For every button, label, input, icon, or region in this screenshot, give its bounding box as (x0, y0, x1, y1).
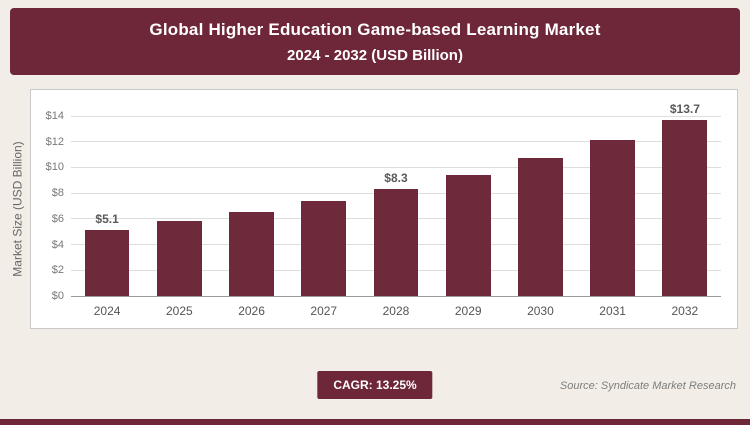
gridline (71, 141, 721, 143)
bar-column-2031 (577, 116, 649, 296)
y-tick-label: $10 (45, 161, 64, 174)
bar-2029 (445, 175, 491, 296)
x-tick-label-2032: 2032 (671, 304, 699, 318)
bar-2030 (518, 158, 563, 296)
x-tick-label-2028: 2028 (382, 304, 410, 318)
bar-2031 (590, 140, 636, 296)
y-tick-label: $4 (51, 238, 64, 251)
bar-2025 (156, 221, 202, 296)
bar-value-label: $5.1 (95, 212, 119, 227)
bar-value-label: $8.3 (384, 171, 408, 186)
chart-subtitle: 2024 - 2032 (USD Billion) (287, 47, 463, 64)
bar-column-2025 (143, 116, 215, 296)
bar-value-label: $13.7 (669, 101, 700, 116)
y-tick-label: $6 (51, 212, 64, 225)
cagr-badge: CAGR: 13.25% (317, 371, 433, 399)
bars-container: $5.1 $8.3 $13.7 (71, 102, 721, 296)
y-tick-label: $8 (51, 187, 64, 200)
x-tick-label-2026: 2026 (238, 304, 265, 318)
x-tick-label-2024: 2024 (93, 304, 121, 318)
bar-column-2027 (288, 116, 360, 296)
bar-column-2024: $5.1 (71, 116, 143, 296)
bar-2024 (84, 230, 130, 296)
chart-header: Global Higher Education Game-based Learn… (10, 8, 740, 75)
plot-panel: $0 $2 $4 $6 $8 $10 $12 $14 $5.1 $8.3 $13.7 2024 20… (30, 89, 738, 329)
source-credit: Source: Syndicate Market Research (559, 380, 736, 392)
x-tick-label-2030: 2030 (527, 304, 554, 318)
bar-2026 (229, 212, 274, 296)
x-tick-label-2025: 2025 (165, 304, 193, 318)
bar-column-2029 (432, 116, 504, 296)
y-tick-label: $14 (45, 110, 64, 122)
bar-column-2030 (504, 116, 576, 296)
bar-column-2032: $13.7 (649, 102, 721, 296)
gridline (71, 295, 721, 297)
y-axis-title: Market Size (USD Billion) (6, 89, 30, 329)
y-axis-title-text: Market Size (USD Billion) (11, 141, 25, 277)
y-tick-label: $12 (45, 135, 64, 148)
plot-area: $5.1 $8.3 $13.7 (71, 102, 721, 297)
y-axis-ticks: $0 $2 $4 $6 $8 $10 $12 $14 (37, 110, 71, 302)
bar-2027 (301, 200, 347, 296)
x-axis-labels: 2024 2025 2026 2027 2028 2029 2030 2031 2032 (71, 304, 721, 318)
bar-2032 (662, 119, 708, 296)
bottom-accent-strip (0, 419, 750, 425)
x-tick-label-2029: 2029 (454, 304, 482, 318)
y-tick-label: $0 (51, 290, 64, 302)
x-tick-label-2031: 2031 (599, 304, 626, 318)
gridline (71, 115, 721, 117)
chart-title: Global Higher Education Game-based Learn… (149, 20, 601, 39)
bar-column-2028: $8.3 (360, 116, 432, 296)
gridline (71, 166, 721, 168)
footer: CAGR: 13.25% Source: Syndicate Market Re… (0, 371, 750, 401)
chart-area: Market Size (USD Billion) $0 $2 $4 $6 $8 $10 $… (6, 89, 738, 329)
y-tick-label: $2 (51, 264, 64, 277)
bar-2028 (373, 189, 419, 296)
bar-column-2026 (215, 116, 287, 296)
x-tick-label-2027: 2027 (310, 304, 338, 318)
